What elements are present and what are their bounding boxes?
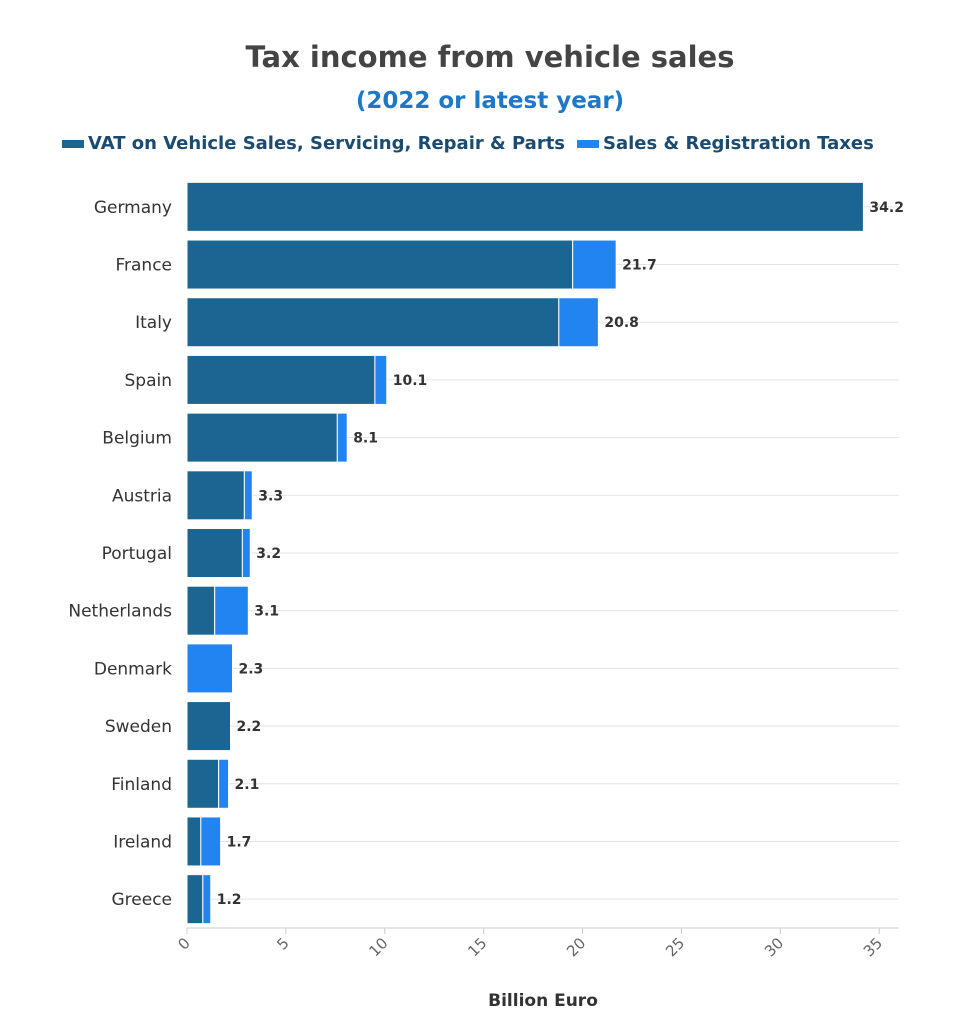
legend-swatch-vat (62, 139, 84, 148)
legend-item-vat[interactable]: VAT on Vehicle Sales, Servicing, Repair … (62, 133, 565, 154)
x-axis-title: Billion Euro (488, 991, 598, 1011)
data-label: 10.1 (393, 373, 428, 389)
data-label: 34.2 (869, 200, 904, 216)
bar-vat[interactable] (186, 297, 560, 348)
data-label: 2.3 (238, 661, 263, 677)
x-tick-label: 25 (662, 934, 688, 960)
chart-title: Tax income from vehicle sales (245, 40, 735, 74)
category-label: Spain (125, 371, 173, 391)
bar-registration[interactable] (558, 297, 599, 348)
bar-registration[interactable] (374, 354, 388, 405)
category-label: Italy (135, 313, 172, 333)
bar-vat[interactable] (186, 412, 338, 463)
bar-vat[interactable] (186, 758, 220, 809)
x-tick-label: 10 (365, 934, 391, 960)
bar-vat[interactable] (186, 816, 202, 867)
category-label: Denmark (94, 659, 172, 679)
legend-item-registration[interactable]: Sales & Registration Taxes (577, 133, 874, 154)
bar-registration[interactable] (200, 816, 222, 867)
chart-subtitle: (2022 or latest year) (355, 88, 625, 114)
bar-vat[interactable] (186, 239, 574, 290)
legend-label-vat: VAT on Vehicle Sales, Servicing, Repair … (88, 133, 566, 154)
data-label: 3.2 (256, 546, 281, 562)
bar-registration[interactable] (202, 874, 212, 925)
bar-vat[interactable] (186, 585, 216, 636)
category-label: France (115, 256, 172, 276)
x-tick-label: 15 (464, 934, 490, 960)
data-label: 2.1 (235, 777, 260, 793)
category-label: Greece (111, 890, 172, 910)
bar-registration[interactable] (572, 239, 617, 290)
bar-registration[interactable] (336, 412, 348, 463)
data-label: 20.8 (604, 315, 639, 331)
category-label: Austria (112, 486, 172, 506)
x-tick-label: 0 (174, 934, 193, 953)
bar-vat[interactable] (186, 470, 245, 521)
bar-vat[interactable] (186, 354, 376, 405)
legend-label-registration: Sales & Registration Taxes (603, 133, 874, 154)
bar-vat[interactable] (186, 701, 232, 752)
data-label: 1.2 (217, 892, 242, 908)
x-tick-label: 20 (563, 934, 589, 960)
category-label: Netherlands (68, 602, 172, 622)
bar-vat[interactable] (186, 528, 243, 578)
x-tick-label: 5 (273, 934, 292, 953)
data-label: 1.7 (227, 834, 252, 850)
x-tick-label: 30 (761, 934, 787, 960)
bar-registration[interactable] (218, 758, 230, 809)
data-label: 3.1 (254, 604, 279, 620)
bar-registration[interactable] (241, 528, 251, 578)
bar-vat[interactable] (186, 874, 204, 925)
category-label: Germany (94, 198, 172, 218)
data-label: 3.3 (258, 488, 283, 504)
bar-vat[interactable] (186, 181, 864, 232)
category-label: Ireland (113, 832, 172, 852)
bar-registration[interactable] (243, 470, 253, 521)
category-label: Sweden (105, 717, 172, 737)
category-label: Belgium (102, 429, 172, 449)
legend: VAT on Vehicle Sales, Servicing, Repair … (62, 133, 886, 154)
category-label: Portugal (102, 544, 172, 564)
bar-registration[interactable] (186, 643, 233, 694)
category-label: Finland (111, 775, 172, 795)
x-tick-label: 35 (860, 934, 886, 960)
legend-swatch-registration (577, 139, 600, 148)
data-label: 21.7 (622, 258, 657, 274)
data-label: 2.2 (237, 719, 262, 735)
data-label: 8.1 (353, 431, 378, 447)
bar-registration[interactable] (214, 585, 249, 636)
